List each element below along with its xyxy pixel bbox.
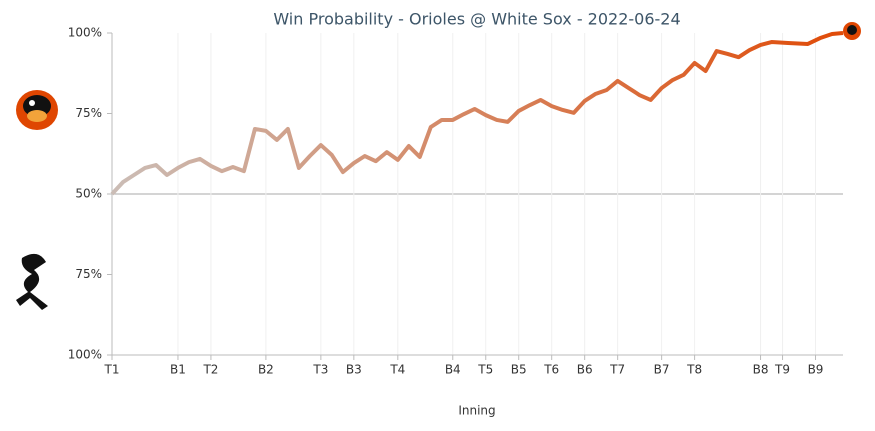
x-tick-label: T8 (686, 363, 702, 377)
white-sox-logo (16, 253, 48, 310)
end-logo (843, 22, 861, 40)
x-axis-label: Inning (458, 404, 495, 418)
chart-title: Win Probability - Orioles @ White Sox - … (273, 10, 680, 29)
x-tick-label: B9 (808, 363, 824, 377)
x-tick-label: B1 (170, 363, 186, 377)
y-tick-label: 75% (75, 267, 102, 281)
x-tick-label: B3 (346, 363, 362, 377)
x-tick-label: B2 (258, 363, 274, 377)
x-tick-label: B5 (511, 363, 527, 377)
x-tick-label: B4 (445, 363, 461, 377)
x-tick-label: B7 (654, 363, 670, 377)
x-tick-label: T5 (477, 363, 493, 377)
x-tick-label: B8 (753, 363, 769, 377)
end-logo-center (847, 25, 857, 35)
x-tick-label: T1 (104, 363, 120, 377)
y-tick-label: 75% (75, 106, 102, 120)
win-probability-line (110, 31, 844, 196)
x-tick-label: T4 (389, 363, 405, 377)
x-tick-label: T7 (609, 363, 625, 377)
x-tick-label: T6 (543, 363, 559, 377)
x-tick-label: B6 (577, 363, 593, 377)
x-tick-label: T2 (202, 363, 218, 377)
y-tick-label: 100% (68, 348, 102, 362)
x-tick-label: T9 (774, 363, 790, 377)
y-tick-label: 100% (68, 26, 102, 40)
y-tick-label: 50% (75, 187, 102, 201)
orioles-logo (16, 90, 58, 130)
x-tick-label: T3 (312, 363, 328, 377)
